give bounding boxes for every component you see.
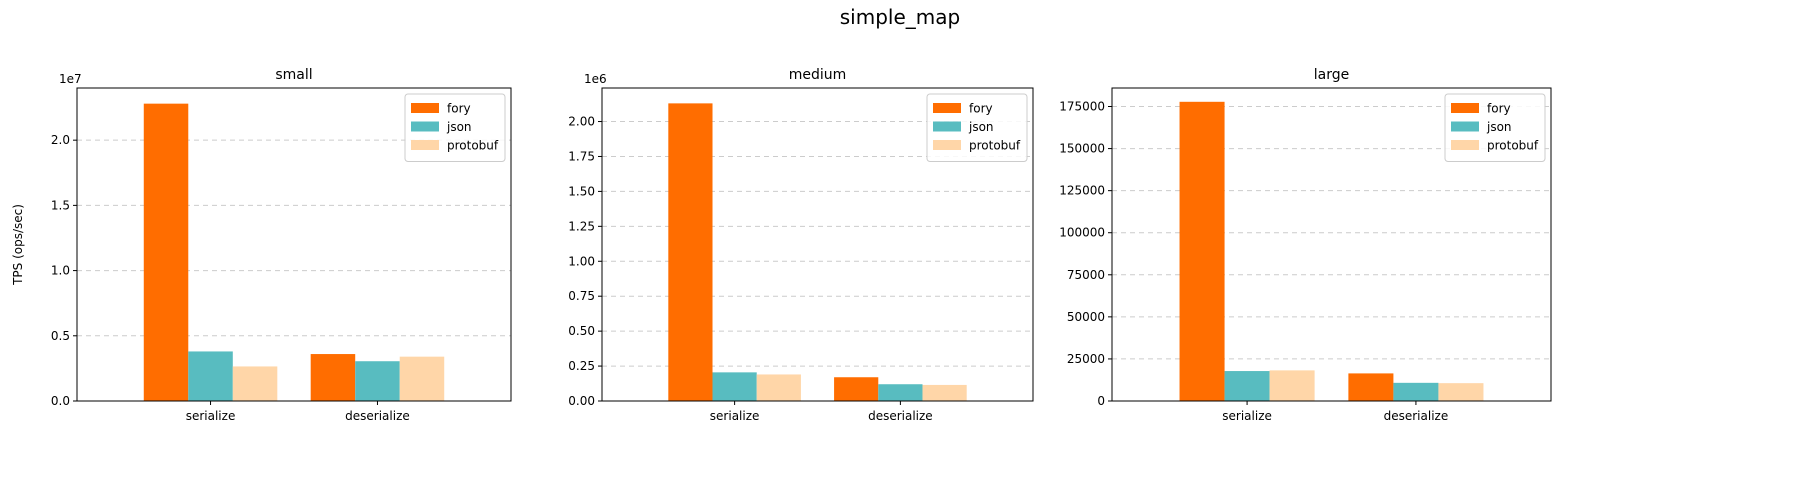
x-tick-label: serialize (186, 409, 236, 423)
subplots: 0.0 0.5 1.0 1.5 2.0 serialize deserialize small… (11, 67, 1552, 423)
axes-frame (76, 87, 512, 402)
y-tick-label: 75000 (1067, 268, 1105, 282)
bar-json-deserialize (355, 361, 400, 401)
subplot-title: small (275, 67, 312, 83)
y-tick-label: 1.50 (568, 184, 595, 198)
x-tick-label: deserialize (1384, 409, 1449, 423)
y-tick-label: 1.75 (568, 149, 595, 163)
bar-protobuf-deserialize (399, 356, 445, 401)
y-tick-label: 2.0 (51, 133, 70, 147)
y-tick-label: 1.0 (51, 264, 70, 278)
bar-protobuf-serialize (756, 374, 801, 401)
y-tick-label: 0.25 (568, 359, 595, 373)
legend-label-json: json (1486, 120, 1512, 134)
y-tick-label: 175000 (1059, 100, 1105, 114)
y-offset-label: 1e7 (59, 72, 82, 86)
y-tick-label: 150000 (1059, 142, 1105, 156)
bar-fory-serialize (668, 103, 713, 401)
y-tick-label: 100000 (1059, 226, 1105, 240)
legend-label-json: json (968, 120, 994, 134)
y-tick-label: 1.25 (568, 219, 595, 233)
legend: fory json protobuf (404, 93, 506, 162)
bar-protobuf-deserialize (922, 384, 967, 401)
legend-swatch-json (1451, 121, 1479, 132)
bar-fory-deserialize (834, 377, 879, 401)
axes-frame (1111, 87, 1552, 402)
figure-title: simple_map (840, 5, 960, 29)
y-tick-label: 0.75 (568, 289, 595, 303)
y-tick-label: 0.00 (568, 394, 595, 408)
y-offset-label: 1e6 (584, 72, 607, 86)
y-tick-label: 125000 (1059, 184, 1105, 198)
legend-label-protobuf: protobuf (447, 139, 499, 153)
bar-fory-serialize (1179, 101, 1225, 402)
y-tick-label: 0.5 (51, 329, 70, 343)
bar-protobuf-deserialize (1438, 383, 1484, 401)
y-tick-label: 1.5 (51, 198, 70, 212)
legend-swatch-fory (411, 103, 439, 113)
legend-swatch-json (411, 121, 439, 132)
legend-label-fory: fory (447, 102, 471, 116)
axes-frame (601, 87, 1034, 402)
bar-fory-deserialize (310, 354, 356, 401)
bar-json-deserialize (878, 384, 923, 401)
legend: fory json protobuf (926, 93, 1028, 162)
x-tick-label: deserialize (345, 409, 410, 423)
x-tick-label: serialize (710, 409, 760, 423)
subplot-medium: 0.00 0.25 0.50 0.75 1.00 1.25 1.50 1.75 2.00 seri… (568, 67, 1034, 423)
legend-label-fory: fory (1487, 102, 1511, 116)
subplot-title: medium (789, 67, 847, 83)
legend-swatch-fory (1451, 103, 1479, 113)
y-tick-label: 25000 (1067, 352, 1105, 366)
legend-label-protobuf: protobuf (1487, 139, 1539, 153)
y-tick-label: 0 (1097, 394, 1105, 408)
bar-json-deserialize (1393, 382, 1439, 401)
subplot-small: 0.0 0.5 1.0 1.5 2.0 serialize deserialize small… (11, 67, 512, 423)
legend-label-protobuf: protobuf (969, 139, 1021, 153)
legend-swatch-fory (933, 103, 961, 113)
subplot-title: large (1314, 67, 1349, 83)
bar-protobuf-serialize (1269, 370, 1315, 401)
x-tick-label: deserialize (868, 409, 933, 423)
y-tick-label: 2.00 (568, 115, 595, 129)
bar-json-serialize (188, 351, 233, 401)
bar-fory-serialize (143, 103, 189, 402)
bar-json-serialize (1224, 371, 1270, 401)
bar-json-serialize (712, 372, 757, 401)
legend-swatch-protobuf (411, 140, 439, 150)
legend: fory json protobuf (1444, 93, 1546, 162)
y-tick-label: 0.50 (568, 324, 595, 338)
legend-swatch-json (933, 121, 961, 132)
y-axis-label: TPS (ops/sec) (11, 204, 25, 286)
legend-label-fory: fory (969, 102, 993, 116)
legend-swatch-protobuf (933, 140, 961, 150)
y-tick-label: 1.00 (568, 254, 595, 268)
y-tick-label: 50000 (1067, 310, 1105, 324)
bar-fory-deserialize (1348, 373, 1394, 401)
legend-swatch-protobuf (1451, 140, 1479, 150)
legend-label-json: json (446, 120, 472, 134)
bar-protobuf-serialize (232, 366, 278, 401)
y-tick-label: 0.0 (51, 394, 70, 408)
subplot-large: 0 25000 50000 75000 100000 125000 150000 175000… (1059, 67, 1552, 423)
x-tick-label: serialize (1222, 409, 1272, 423)
